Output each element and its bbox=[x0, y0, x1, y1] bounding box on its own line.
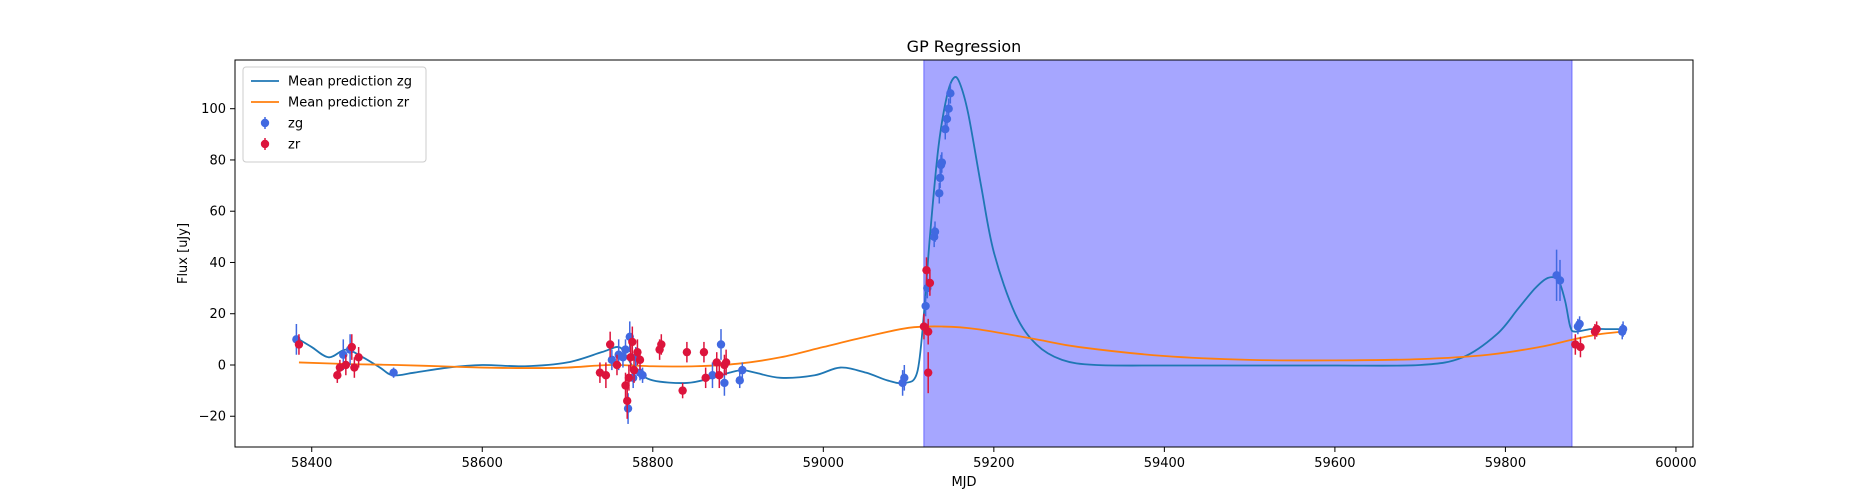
data-point bbox=[738, 365, 747, 375]
legend: Mean prediction zg Mean prediction zr zg zr bbox=[242, 66, 427, 163]
data-point bbox=[922, 265, 931, 275]
x-tick-label: 58400 bbox=[291, 456, 332, 471]
data-point bbox=[930, 227, 940, 236]
legend-box bbox=[242, 66, 427, 163]
data-point bbox=[937, 158, 947, 167]
data-point bbox=[900, 373, 909, 383]
data-point bbox=[601, 371, 611, 380]
data-point bbox=[612, 360, 622, 370]
legend-entry: zg bbox=[260, 117, 303, 132]
data-point bbox=[635, 355, 645, 365]
data-point bbox=[721, 358, 731, 367]
y-tick-label: 20 bbox=[209, 307, 226, 322]
data-point bbox=[944, 104, 953, 113]
data-point bbox=[935, 173, 945, 183]
legend-entry: zr bbox=[260, 138, 301, 153]
data-point bbox=[921, 301, 930, 311]
data-point bbox=[350, 363, 359, 372]
series-line-mean-prediction-zr bbox=[298, 325, 1623, 369]
data-point bbox=[715, 371, 724, 380]
data-point bbox=[1576, 342, 1585, 352]
y-tick-label: 60 bbox=[209, 205, 226, 220]
data-point bbox=[735, 376, 744, 385]
data-point bbox=[605, 340, 615, 349]
data-point bbox=[678, 386, 687, 395]
data-point bbox=[341, 360, 351, 370]
data-point bbox=[623, 404, 633, 413]
shaded-region-layer bbox=[923, 59, 1573, 448]
legend-marker-swatch bbox=[260, 139, 270, 149]
plot-area-frame bbox=[234, 59, 1694, 448]
data-point bbox=[389, 368, 398, 377]
x-axis-label: MJD bbox=[951, 475, 976, 490]
legend-marker-swatch bbox=[260, 118, 270, 128]
data-point bbox=[621, 345, 630, 354]
x-tick-label: 60000 bbox=[1655, 456, 1696, 471]
data-point bbox=[638, 371, 647, 380]
data-point bbox=[354, 353, 363, 362]
x-tick-label: 59200 bbox=[973, 456, 1014, 471]
shaded-interval bbox=[923, 59, 1573, 448]
data-point bbox=[720, 378, 729, 388]
y-tick-label: 40 bbox=[209, 256, 226, 271]
data-point bbox=[1555, 276, 1565, 285]
data-point bbox=[701, 373, 710, 383]
data-point bbox=[941, 124, 950, 134]
y-axis-label: Flux [uJy] bbox=[176, 223, 191, 284]
data-point bbox=[607, 355, 617, 365]
data-point bbox=[294, 340, 304, 349]
data-point bbox=[347, 342, 357, 352]
data-point bbox=[1618, 324, 1628, 334]
legend-entry: Mean prediction zg bbox=[251, 75, 412, 90]
x-tick-label: 59600 bbox=[1314, 456, 1355, 471]
data-point bbox=[1592, 324, 1601, 334]
y-tick-label: 100 bbox=[201, 102, 226, 117]
data-point bbox=[942, 114, 952, 124]
y-tick-label: 0 bbox=[218, 358, 226, 373]
y-axis-ticks: −20 0 20 40 60 80 100 bbox=[199, 102, 235, 425]
data-point bbox=[1575, 319, 1584, 329]
observations-layer bbox=[292, 83, 1628, 424]
legend-label: zg bbox=[288, 117, 303, 132]
series-points-zr bbox=[294, 257, 1601, 419]
data-point bbox=[935, 189, 944, 198]
y-tick-label: −20 bbox=[199, 410, 226, 425]
data-point bbox=[708, 371, 717, 380]
legend-label: Mean prediction zr bbox=[288, 96, 410, 111]
data-point bbox=[946, 89, 955, 98]
x-tick-label: 59400 bbox=[1144, 456, 1185, 471]
legend-entry: Mean prediction zr bbox=[251, 96, 410, 111]
data-point bbox=[682, 347, 692, 357]
data-point bbox=[657, 340, 666, 349]
data-point bbox=[624, 373, 634, 383]
x-tick-label: 58600 bbox=[462, 456, 503, 471]
legend-label: zr bbox=[288, 138, 301, 153]
data-point bbox=[923, 368, 933, 377]
data-point bbox=[923, 327, 933, 336]
data-point bbox=[716, 340, 726, 349]
y-tick-label: 80 bbox=[209, 153, 226, 168]
data-point bbox=[699, 347, 709, 357]
x-tick-label: 58800 bbox=[632, 456, 673, 471]
series-points-zg bbox=[292, 83, 1628, 424]
data-point bbox=[623, 396, 632, 406]
x-tick-label: 59800 bbox=[1485, 456, 1526, 471]
x-tick-label: 59000 bbox=[803, 456, 844, 471]
legend-label: Mean prediction zg bbox=[288, 75, 412, 90]
x-axis-ticks: 58400 58600 58800 59000 59200 59400 59600 59800… bbox=[291, 447, 1697, 471]
data-point bbox=[628, 337, 637, 347]
data-point bbox=[925, 278, 935, 288]
chart-title: GP Regression bbox=[907, 37, 1022, 56]
data-point bbox=[629, 365, 639, 375]
